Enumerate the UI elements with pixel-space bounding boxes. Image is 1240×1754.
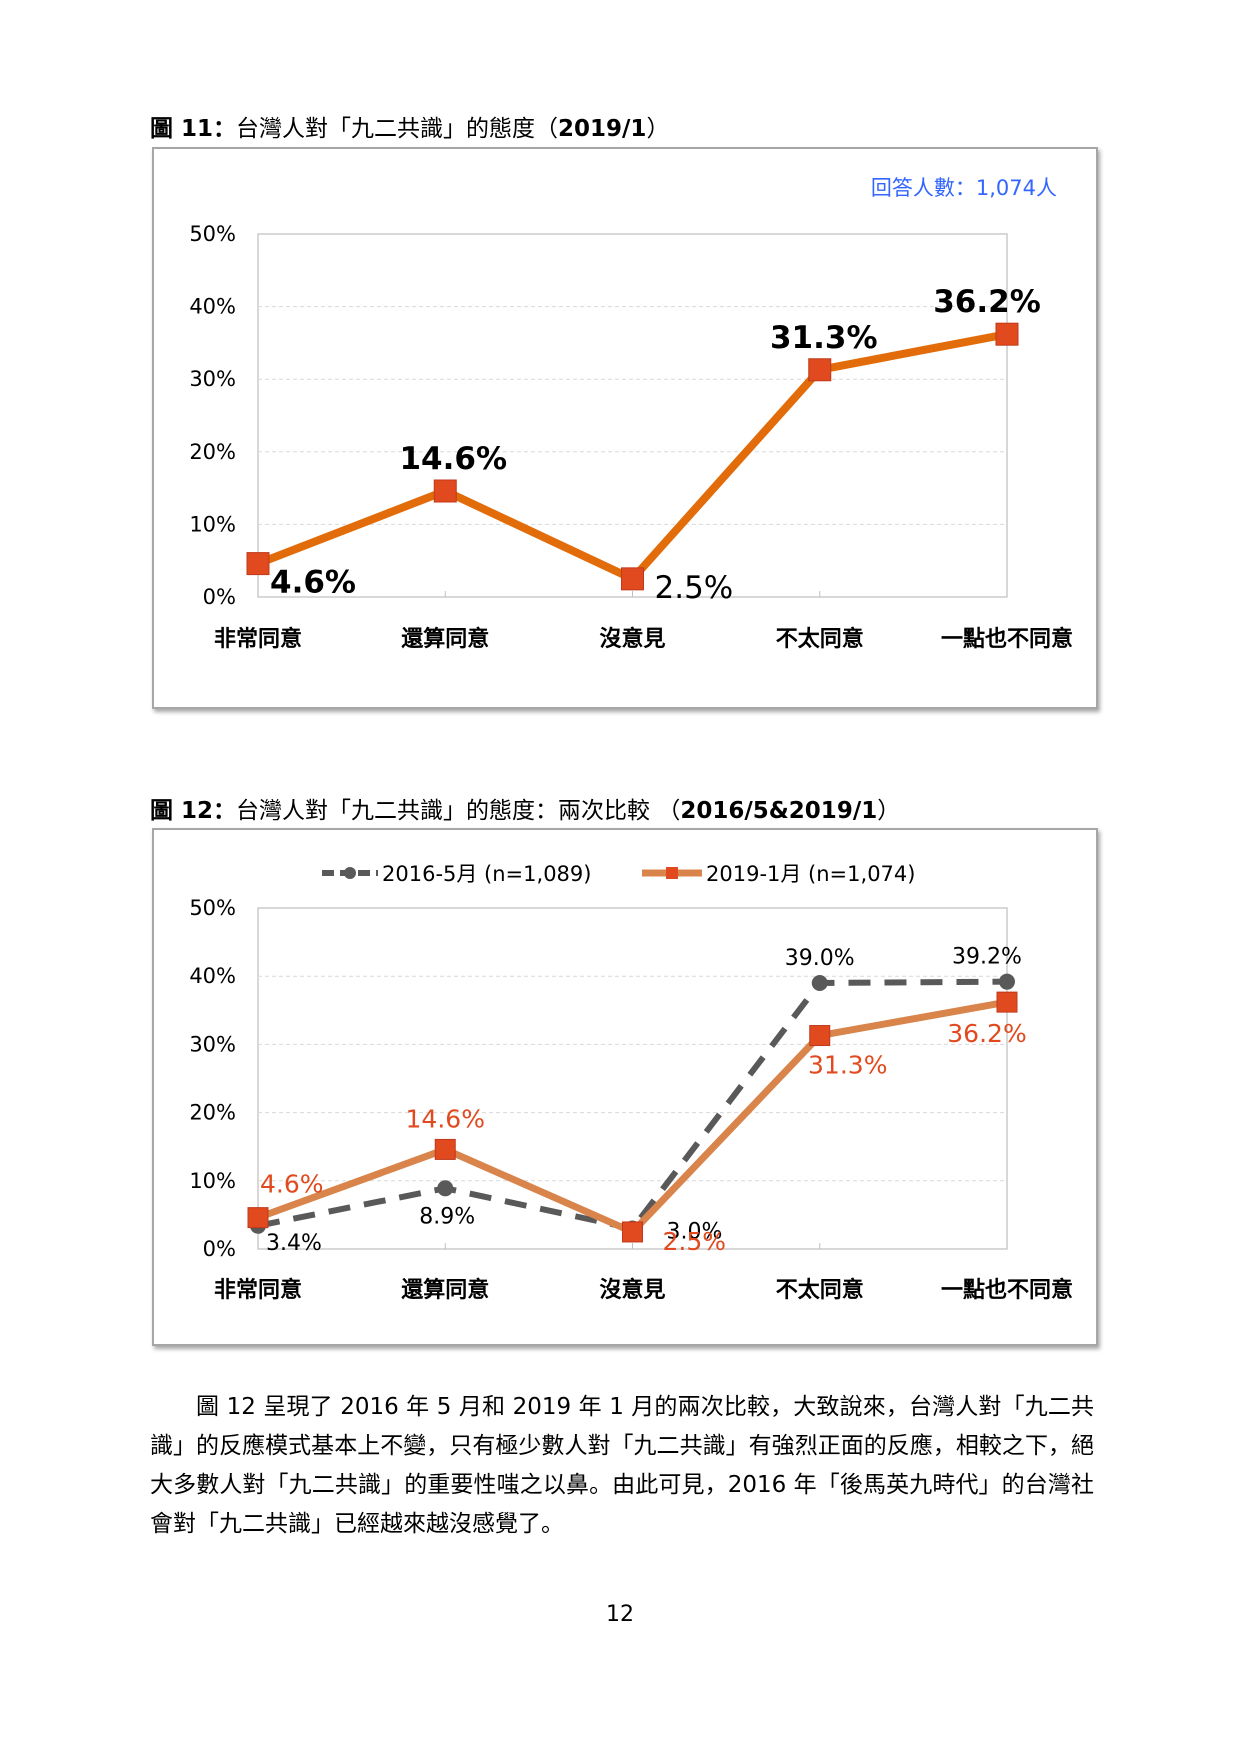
series-2016-label: 39.0% [785, 946, 855, 971]
y-tick-label: 50% [189, 222, 236, 246]
data-point-marker [621, 567, 644, 591]
data-label: 31.3% [770, 320, 878, 356]
series-2019-label: 4.6% [260, 1170, 324, 1199]
figure-11-number: 圖 11： [150, 116, 237, 142]
data-point-marker [995, 322, 1019, 346]
plot-area [257, 233, 1008, 598]
data-label: 14.6% [399, 441, 507, 477]
y-tick-label: 20% [189, 440, 236, 464]
y-tick-label: 0% [203, 585, 236, 609]
y-tick-label: 0% [203, 1237, 236, 1261]
y-tick-label: 50% [189, 896, 236, 920]
data-point-marker [808, 358, 832, 382]
series-2019-marker [247, 1207, 269, 1229]
figure-11-caption: 台灣人對「九二共識」的態度（ [236, 116, 559, 142]
legend-marker-2019 [666, 867, 678, 879]
x-category-label: 還算同意 [401, 626, 489, 652]
x-category-label: 不太同意 [776, 1277, 864, 1303]
x-category-label: 沒意見 [599, 626, 665, 652]
figure-12-number: 圖 12： [150, 798, 237, 824]
figure-12-caption: 台灣人對「九二共識」的態度：兩次比較 （ [236, 798, 681, 824]
figure-11-close: ） [646, 116, 670, 142]
series-2016-line [257, 978, 1008, 1232]
data-point-marker [246, 552, 270, 576]
figure-11-title: 圖 11：台灣人對「九二共識」的態度（2019/1） [150, 109, 669, 143]
data-label: 4.6% [270, 565, 356, 601]
data-label: 2.5% [655, 570, 734, 606]
data-point-marker [433, 479, 457, 503]
series-2019-marker [434, 1138, 456, 1160]
y-tick-label: 30% [189, 367, 236, 391]
x-category-label: 非常同意 [214, 626, 302, 652]
data-label: 36.2% [933, 284, 1041, 320]
figure-11-date: 2019/1 [558, 116, 647, 142]
series-2016-label: 3.4% [266, 1231, 322, 1256]
chart-1: 0% 10% 20% 30% 40% 50% 非常同意 還算同意 沒意見 不太同意 一點也不同意 回答… [189, 176, 1073, 652]
y-tick-label: 20% [189, 1101, 236, 1125]
y-tick-label: 40% [189, 964, 236, 988]
series-2019-label: 31.3% [808, 1051, 887, 1080]
figure-12-date: 2016/5&2019/1 [680, 798, 878, 824]
x-category-label: 一點也不同意 [941, 1277, 1073, 1303]
chart-2: 0% 10% 20% 30% 40% 50% 非常同意 還算同意 沒意見 不太同意 一點也不同意 20… [189, 862, 1073, 1303]
respondents-annotation: 回答人數：1,074人 [871, 176, 1057, 200]
series-2019-label: 36.2% [947, 1019, 1026, 1048]
figure-12-close: ） [877, 798, 901, 824]
chart-1-frame: 0% 10% 20% 30% 40% 50% 非常同意 還算同意 沒意見 不太同意 一點也不同意 回答… [152, 147, 1098, 709]
legend-label-2016: 2016-5月 (n=1,089) [382, 862, 591, 886]
x-category-label: 不太同意 [776, 626, 864, 652]
x-category-label: 一點也不同意 [941, 626, 1073, 652]
series-2019-marker [809, 1025, 831, 1047]
series-line [256, 330, 1008, 583]
series-2019-line [256, 998, 1008, 1236]
series-2019-marker [996, 991, 1018, 1013]
y-tick-label: 10% [189, 512, 236, 536]
x-category-label: 沒意見 [599, 1277, 665, 1303]
y-tick-label: 10% [189, 1169, 236, 1193]
x-category-label: 還算同意 [401, 1277, 489, 1303]
series-2016-label: 3.0% [667, 1220, 723, 1245]
plot-area [257, 907, 1008, 1250]
series-2019-label: 2.5% [663, 1227, 727, 1256]
legend-marker-2016 [344, 867, 356, 879]
body-paragraph: 圖 12 呈現了 2016 年 5 月和 2019 年 1 月的兩次比較，大致說… [150, 1394, 1094, 1537]
series-2016-label: 39.2% [952, 945, 1022, 970]
series-2016-label: 8.9% [419, 1204, 475, 1229]
series-2016-marker [999, 973, 1015, 990]
series-2019-label: 14.6% [406, 1104, 485, 1133]
series-2019-marker [622, 1221, 643, 1243]
x-category-label: 非常同意 [214, 1277, 302, 1303]
y-tick-label: 30% [189, 1032, 236, 1056]
series-2016-marker [811, 975, 828, 992]
page-number: 12 [606, 1602, 634, 1627]
legend-label-2019: 2019-1月 (n=1,074) [706, 862, 915, 886]
series-2016-marker [437, 1180, 454, 1197]
figure-12-title: 圖 12：台灣人對「九二共識」的態度：兩次比較 （2016/5&2019/1） [150, 791, 900, 825]
y-tick-label: 40% [189, 295, 236, 319]
chart-2-frame: 0% 10% 20% 30% 40% 50% 非常同意 還算同意 沒意見 不太同意 一點也不同意 20… [152, 828, 1098, 1346]
